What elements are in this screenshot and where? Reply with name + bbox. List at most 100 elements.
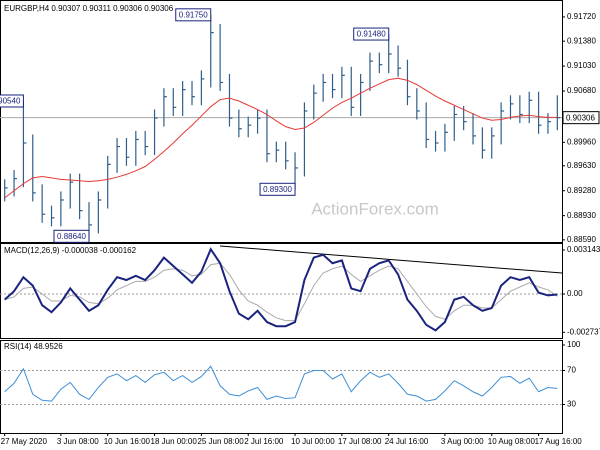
y-tick-label: 0.91380 <box>567 36 596 45</box>
y-tick-label: 0.89630 <box>567 161 596 170</box>
x-tick-label: 10 Jul 00:00 <box>291 437 335 446</box>
y-tick-label: 0.88590 <box>567 235 596 244</box>
price-bar <box>388 34 392 74</box>
moving-average <box>4 77 558 199</box>
rsi-title: RSI(14) 48.9526 <box>4 342 63 351</box>
y-tick-label: 0.003143 <box>567 245 600 254</box>
x-tick-label: 24 Jul 16:00 <box>385 437 429 446</box>
price-bar <box>556 95 561 131</box>
price-bar <box>22 100 27 188</box>
price-bar <box>303 102 308 177</box>
y-tick-label: 0.89960 <box>567 137 596 146</box>
y-tick-label: 0.88930 <box>567 211 596 220</box>
price-bar <box>238 109 242 138</box>
last-price-label: 0.90306 <box>566 113 595 122</box>
price-bar <box>331 73 336 99</box>
annotation-box <box>259 182 296 196</box>
y-tick-label: 30 <box>567 400 576 409</box>
price-bar <box>322 73 327 102</box>
price-bar <box>519 95 523 124</box>
price-bar <box>125 138 130 166</box>
x-tick-label: 10 Jun 16:00 <box>104 437 151 446</box>
x-tick-label: 3 Jun 08:00 <box>57 437 99 446</box>
price-bar <box>41 184 46 223</box>
price-bar <box>60 191 64 227</box>
annotation-label: 0.89300 <box>263 185 292 194</box>
price-bar <box>172 88 177 116</box>
price-bar <box>397 45 402 77</box>
annotation-box <box>175 8 212 22</box>
watermark: ActionForex.com <box>311 199 439 218</box>
price-bar <box>182 81 186 116</box>
price-bar <box>528 91 533 124</box>
price-bar <box>200 70 205 106</box>
price-bar <box>247 116 252 138</box>
y-tick-label: 0.90680 <box>567 86 596 95</box>
price-bar <box>285 141 289 170</box>
x-tick-label: 25 Jun 08:00 <box>197 437 244 446</box>
price-bar <box>313 84 317 120</box>
annotation-box <box>0 94 24 108</box>
y-tick-label: 0.91720 <box>567 12 596 21</box>
x-tick-label: 17 Aug 16:00 <box>535 437 583 446</box>
price-bar <box>416 88 420 120</box>
annotation-label: 0.91480 <box>357 30 386 39</box>
price-bar <box>219 24 224 92</box>
price-bar <box>491 127 495 159</box>
x-tick-label: 2 Jul 16:00 <box>244 437 284 446</box>
rsi-line <box>4 365 558 402</box>
price-bar <box>434 130 439 152</box>
last-price-box <box>562 111 600 125</box>
x-tick-label: 10 Aug 08:00 <box>488 437 536 446</box>
macd-line <box>4 247 558 332</box>
y-tick-label: 70 <box>567 366 576 375</box>
y-tick-label: 0.89280 <box>567 186 596 195</box>
price-bar <box>537 91 542 134</box>
price-bar <box>135 130 139 166</box>
price-bar <box>153 109 158 156</box>
y-tick-label: 100 <box>567 340 581 349</box>
price-bar <box>481 127 486 159</box>
annotation-box <box>53 229 90 243</box>
price-bar <box>472 113 477 145</box>
price-bar <box>228 73 233 127</box>
price-bar <box>50 205 55 227</box>
y-tick-label: -0.002737 <box>567 327 600 336</box>
price-bar <box>425 102 430 148</box>
price-bar <box>509 95 514 120</box>
price-bar <box>107 155 111 209</box>
price-bar <box>547 113 551 134</box>
y-tick-label: 0.00 <box>567 289 583 298</box>
price-bar <box>191 81 196 106</box>
annotation-box <box>353 27 390 41</box>
price-bar <box>69 173 74 209</box>
macd-panel <box>0 243 563 339</box>
macd-signal <box>4 262 558 322</box>
price-bar <box>32 134 36 202</box>
price-bar <box>406 59 411 106</box>
rsi-panel <box>0 340 563 434</box>
price-bar <box>266 109 270 163</box>
price-bar <box>256 109 261 134</box>
price-bar <box>163 88 167 127</box>
price-bar <box>97 191 102 234</box>
price-bar <box>369 52 373 92</box>
x-tick-label: 18 Jun 00:00 <box>151 437 198 446</box>
price-bar <box>116 138 121 173</box>
price-bar <box>500 102 505 145</box>
trend-line <box>219 245 563 274</box>
price-bar <box>444 123 448 152</box>
price-bar <box>453 105 458 141</box>
price-bar <box>275 141 280 163</box>
macd-title: MACD(12,26,9) -0.000038 -0.000162 <box>4 246 137 255</box>
annotation-label: 0.88640 <box>57 232 86 241</box>
price-bar <box>144 130 149 156</box>
y-tick-label: 0.91030 <box>567 61 596 70</box>
annotation-label: 0.91750 <box>179 10 208 19</box>
price-bar <box>360 73 364 116</box>
x-tick-label: 27 May 2020 <box>1 437 48 446</box>
price-title: EURGBP,H4 0.90307 0.90311 0.90306 0.9030… <box>4 4 174 13</box>
price-bar <box>350 66 355 116</box>
